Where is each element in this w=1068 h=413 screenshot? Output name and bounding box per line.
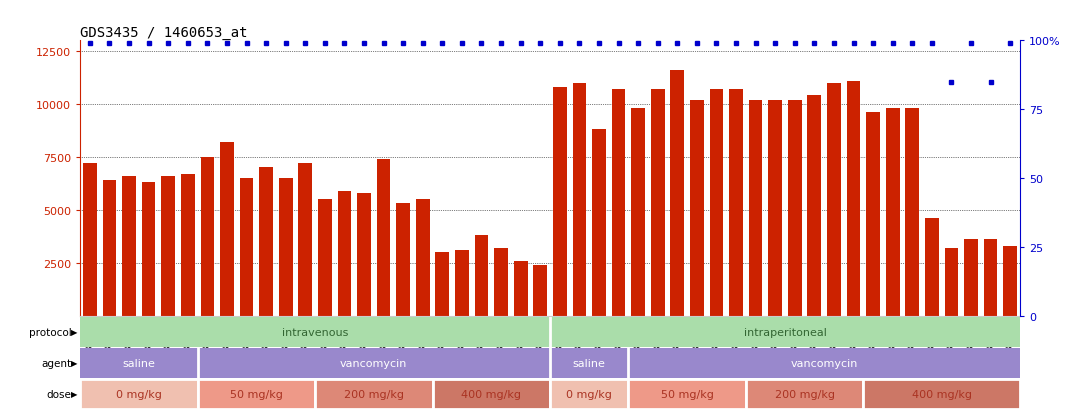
Text: ▶: ▶	[72, 328, 78, 337]
Bar	[201, 157, 215, 316]
Bar	[455, 250, 469, 316]
Text: 200 mg/kg: 200 mg/kg	[774, 389, 834, 399]
Bar	[906, 109, 920, 316]
Bar	[337, 191, 351, 316]
Bar	[768, 100, 782, 316]
Bar	[964, 240, 978, 316]
Bar	[220, 143, 234, 316]
Bar	[533, 265, 547, 316]
Bar	[318, 200, 332, 316]
Bar	[161, 176, 175, 316]
Bar	[377, 159, 391, 316]
Bar	[592, 130, 606, 316]
Bar	[984, 240, 998, 316]
Text: vancomycin: vancomycin	[790, 358, 858, 368]
Text: 50 mg/kg: 50 mg/kg	[661, 389, 713, 399]
Text: saline: saline	[572, 358, 606, 368]
Bar	[944, 248, 958, 316]
Bar	[863, 379, 1020, 409]
Bar	[180, 174, 194, 316]
Bar	[436, 253, 450, 316]
Bar	[572, 83, 586, 316]
Bar	[298, 164, 312, 316]
Bar	[553, 88, 567, 316]
Bar	[827, 83, 841, 316]
Text: 200 mg/kg: 200 mg/kg	[344, 389, 404, 399]
Text: 50 mg/kg: 50 mg/kg	[230, 389, 283, 399]
Bar	[514, 261, 528, 316]
Bar	[885, 109, 899, 316]
Text: saline: saline	[123, 358, 155, 368]
Text: 400 mg/kg: 400 mg/kg	[461, 389, 521, 399]
Bar	[788, 100, 802, 316]
Bar	[239, 178, 253, 316]
Bar	[628, 379, 745, 409]
Bar	[315, 379, 433, 409]
Bar	[847, 81, 861, 316]
Text: 0 mg/kg: 0 mg/kg	[116, 389, 161, 399]
Bar	[198, 379, 315, 409]
Text: intravenous: intravenous	[282, 327, 348, 337]
Text: dose: dose	[47, 389, 72, 399]
Bar	[494, 248, 508, 316]
Bar	[433, 379, 550, 409]
Bar	[866, 113, 880, 316]
Text: vancomycin: vancomycin	[340, 358, 408, 368]
Text: 400 mg/kg: 400 mg/kg	[912, 389, 972, 399]
Bar	[415, 200, 429, 316]
Bar	[260, 168, 273, 316]
Bar	[83, 164, 97, 316]
Text: protocol: protocol	[29, 327, 72, 337]
Bar	[357, 193, 371, 316]
Bar	[612, 90, 626, 316]
Bar	[279, 178, 293, 316]
Bar	[807, 96, 821, 316]
Bar	[103, 181, 116, 316]
Bar	[1003, 246, 1017, 316]
Bar	[745, 379, 863, 409]
Bar	[729, 90, 743, 316]
Bar	[474, 236, 488, 316]
Bar	[631, 109, 645, 316]
Bar	[122, 176, 136, 316]
Bar	[80, 379, 198, 409]
Text: ▶: ▶	[72, 389, 78, 399]
Bar	[690, 100, 704, 316]
Bar	[396, 204, 410, 316]
Bar	[709, 90, 723, 316]
Text: ▶: ▶	[72, 358, 78, 368]
Bar	[925, 219, 939, 316]
Text: agent: agent	[42, 358, 72, 368]
Text: 0 mg/kg: 0 mg/kg	[566, 389, 612, 399]
Bar	[749, 100, 763, 316]
Text: intraperitoneal: intraperitoneal	[743, 327, 827, 337]
Bar	[142, 183, 156, 316]
Bar	[650, 90, 664, 316]
Text: GDS3435 / 1460653_at: GDS3435 / 1460653_at	[80, 26, 248, 40]
Bar	[550, 379, 628, 409]
Bar	[671, 71, 685, 316]
